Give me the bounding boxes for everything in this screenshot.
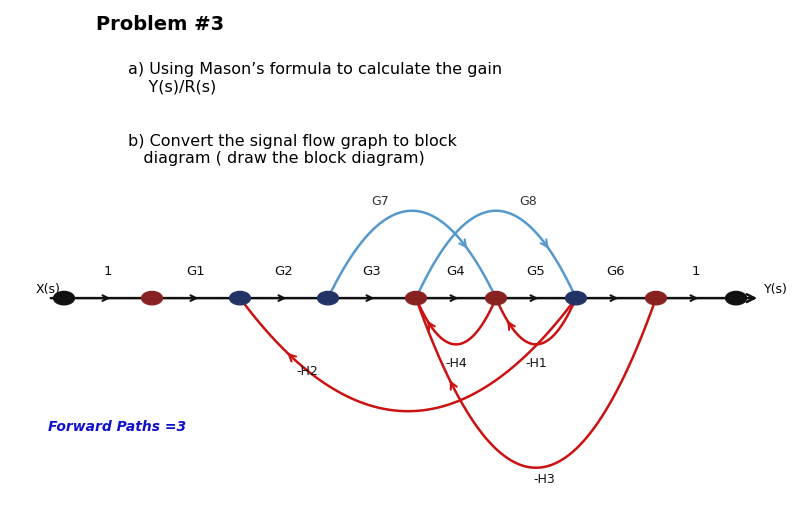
Text: G6: G6: [606, 265, 626, 278]
Text: -H4: -H4: [445, 357, 467, 370]
Circle shape: [566, 291, 586, 305]
Text: G5: G5: [526, 265, 546, 278]
Text: Forward Paths =3: Forward Paths =3: [48, 419, 186, 434]
Text: G3: G3: [362, 265, 382, 278]
Text: G4: G4: [446, 265, 466, 278]
Circle shape: [726, 291, 746, 305]
Text: b) Convert the signal flow graph to block
   diagram ( draw the block diagram): b) Convert the signal flow graph to bloc…: [128, 134, 457, 166]
Text: 1: 1: [104, 265, 112, 278]
Text: G1: G1: [186, 265, 206, 278]
Circle shape: [318, 291, 338, 305]
Text: Problem #3: Problem #3: [96, 15, 224, 34]
Text: G7: G7: [371, 195, 389, 208]
Text: -H3: -H3: [533, 473, 555, 486]
Circle shape: [142, 291, 162, 305]
Text: Y(s): Y(s): [764, 283, 788, 296]
Text: G2: G2: [274, 265, 294, 278]
Text: X(s): X(s): [35, 283, 60, 296]
Text: 1: 1: [692, 265, 700, 278]
Circle shape: [486, 291, 506, 305]
Text: -H1: -H1: [525, 357, 547, 370]
Circle shape: [646, 291, 666, 305]
Text: -H2: -H2: [296, 365, 318, 378]
Circle shape: [406, 291, 426, 305]
Text: G8: G8: [519, 195, 537, 208]
Circle shape: [54, 291, 74, 305]
Circle shape: [230, 291, 250, 305]
Text: a) Using Mason’s formula to calculate the gain
    Y(s)/R(s): a) Using Mason’s formula to calculate th…: [128, 62, 502, 94]
